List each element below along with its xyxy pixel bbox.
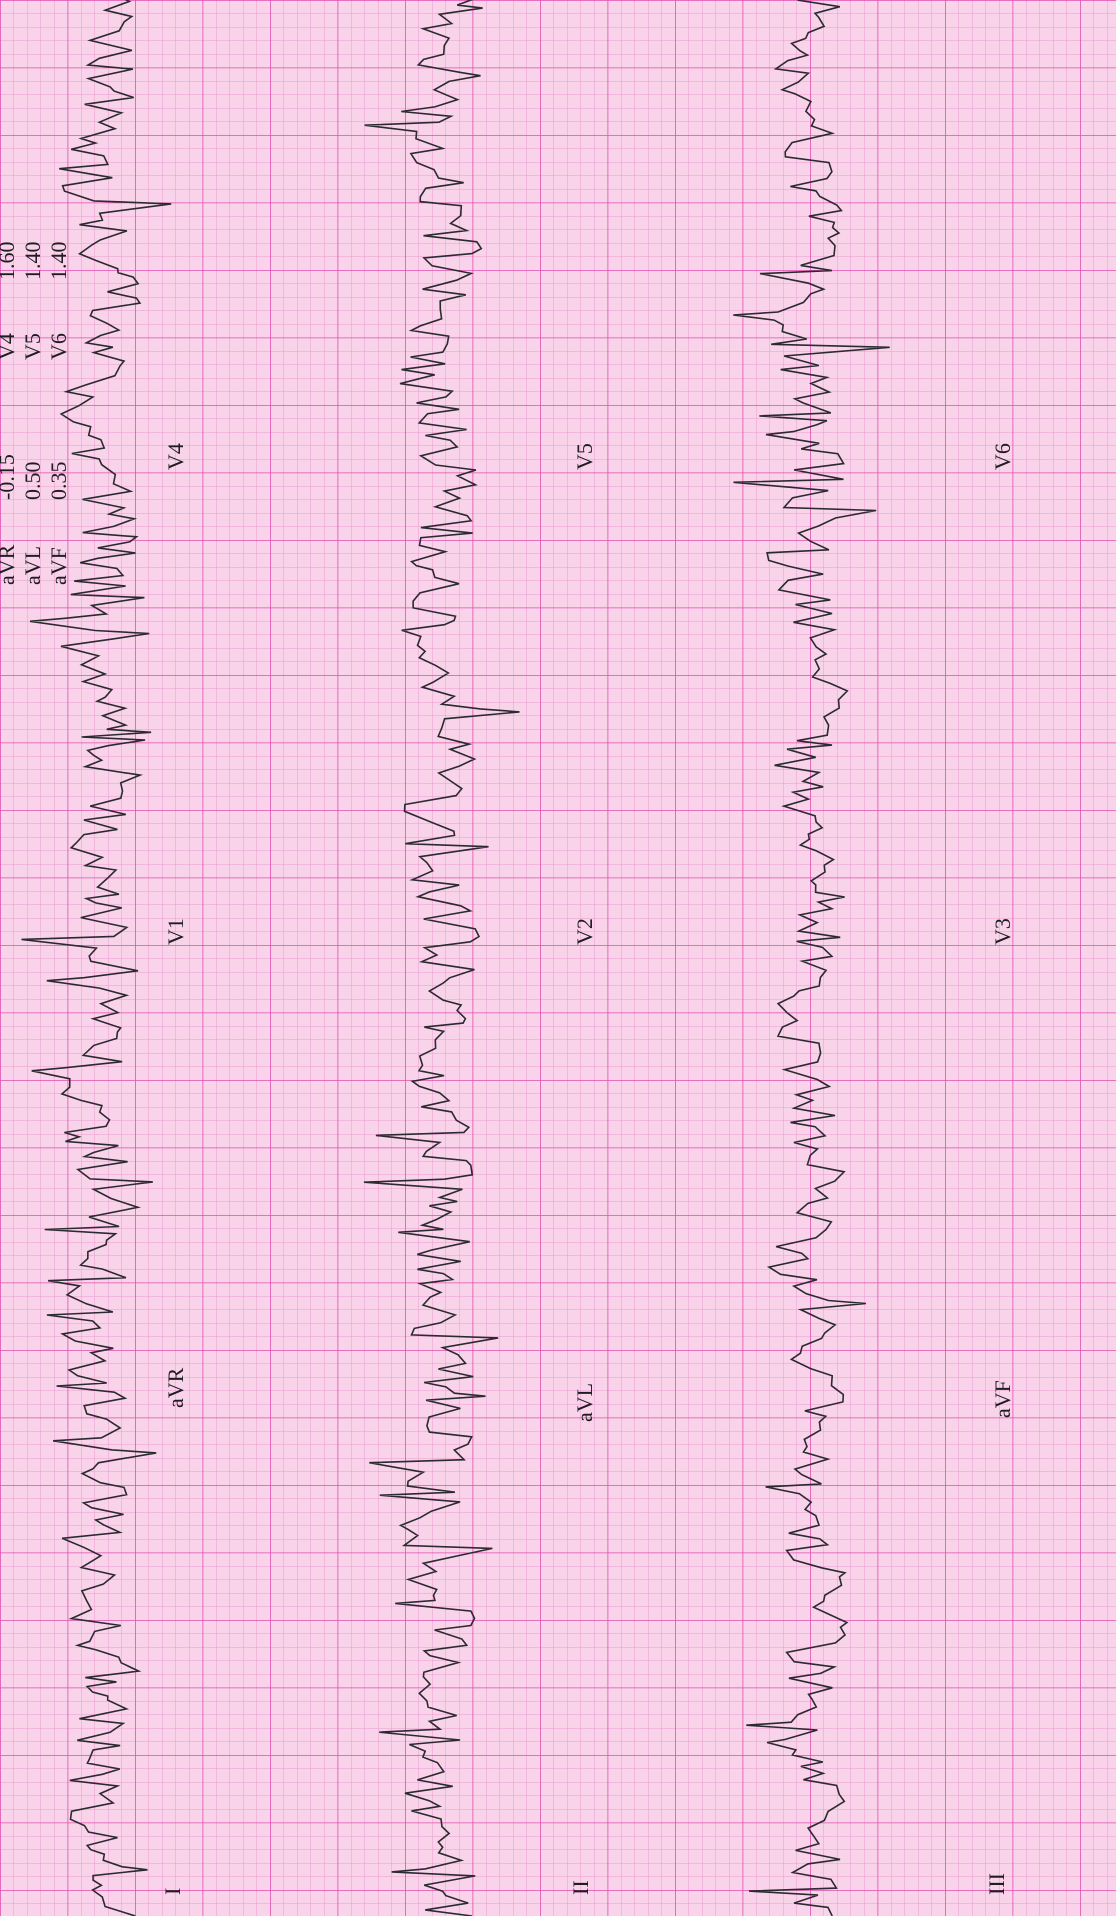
measurement-value: 0.50 (20, 462, 45, 501)
lead-label-v4: V4 (163, 443, 188, 470)
measurement-value: 1.60 (0, 242, 19, 281)
measurement-label: V5 (20, 333, 45, 360)
lead-label-v5: V5 (572, 443, 597, 470)
traces-layer (21, 0, 890, 1916)
lead-label-iii: III (984, 1873, 1009, 1895)
lead-label-avf: aVF (990, 1380, 1015, 1418)
lead-label-avr: aVR (163, 1367, 188, 1408)
measurement-label: aVR (0, 544, 19, 585)
lead-label-v1: V1 (163, 918, 188, 945)
measurement-value: -0.15 (0, 454, 19, 500)
measurement-label: aVL (20, 546, 45, 585)
lead-label-avl: aVL (572, 1383, 597, 1422)
measurement-table: aVR -0.15 aVL 0.50 aVF 0.35 V4 1.60 V5 1… (0, 242, 71, 586)
measurement-label: aVF (46, 547, 71, 585)
lead-label-v6: V6 (990, 443, 1015, 470)
trace-strip-1 (21, 0, 172, 1916)
trace-strip-3 (733, 0, 890, 1916)
measurement-label: V6 (46, 333, 71, 360)
measurement-value: 1.40 (46, 242, 71, 281)
lead-label-ii: II (568, 1880, 593, 1895)
lead-label-v2: V2 (572, 918, 597, 945)
measurement-value: 1.40 (20, 242, 45, 281)
lead-label-i: I (160, 1888, 185, 1895)
measurement-value: 0.35 (46, 462, 71, 501)
trace-strip-2 (363, 0, 520, 1916)
measurement-label: V4 (0, 333, 19, 360)
lead-label-v3: V3 (990, 918, 1015, 945)
